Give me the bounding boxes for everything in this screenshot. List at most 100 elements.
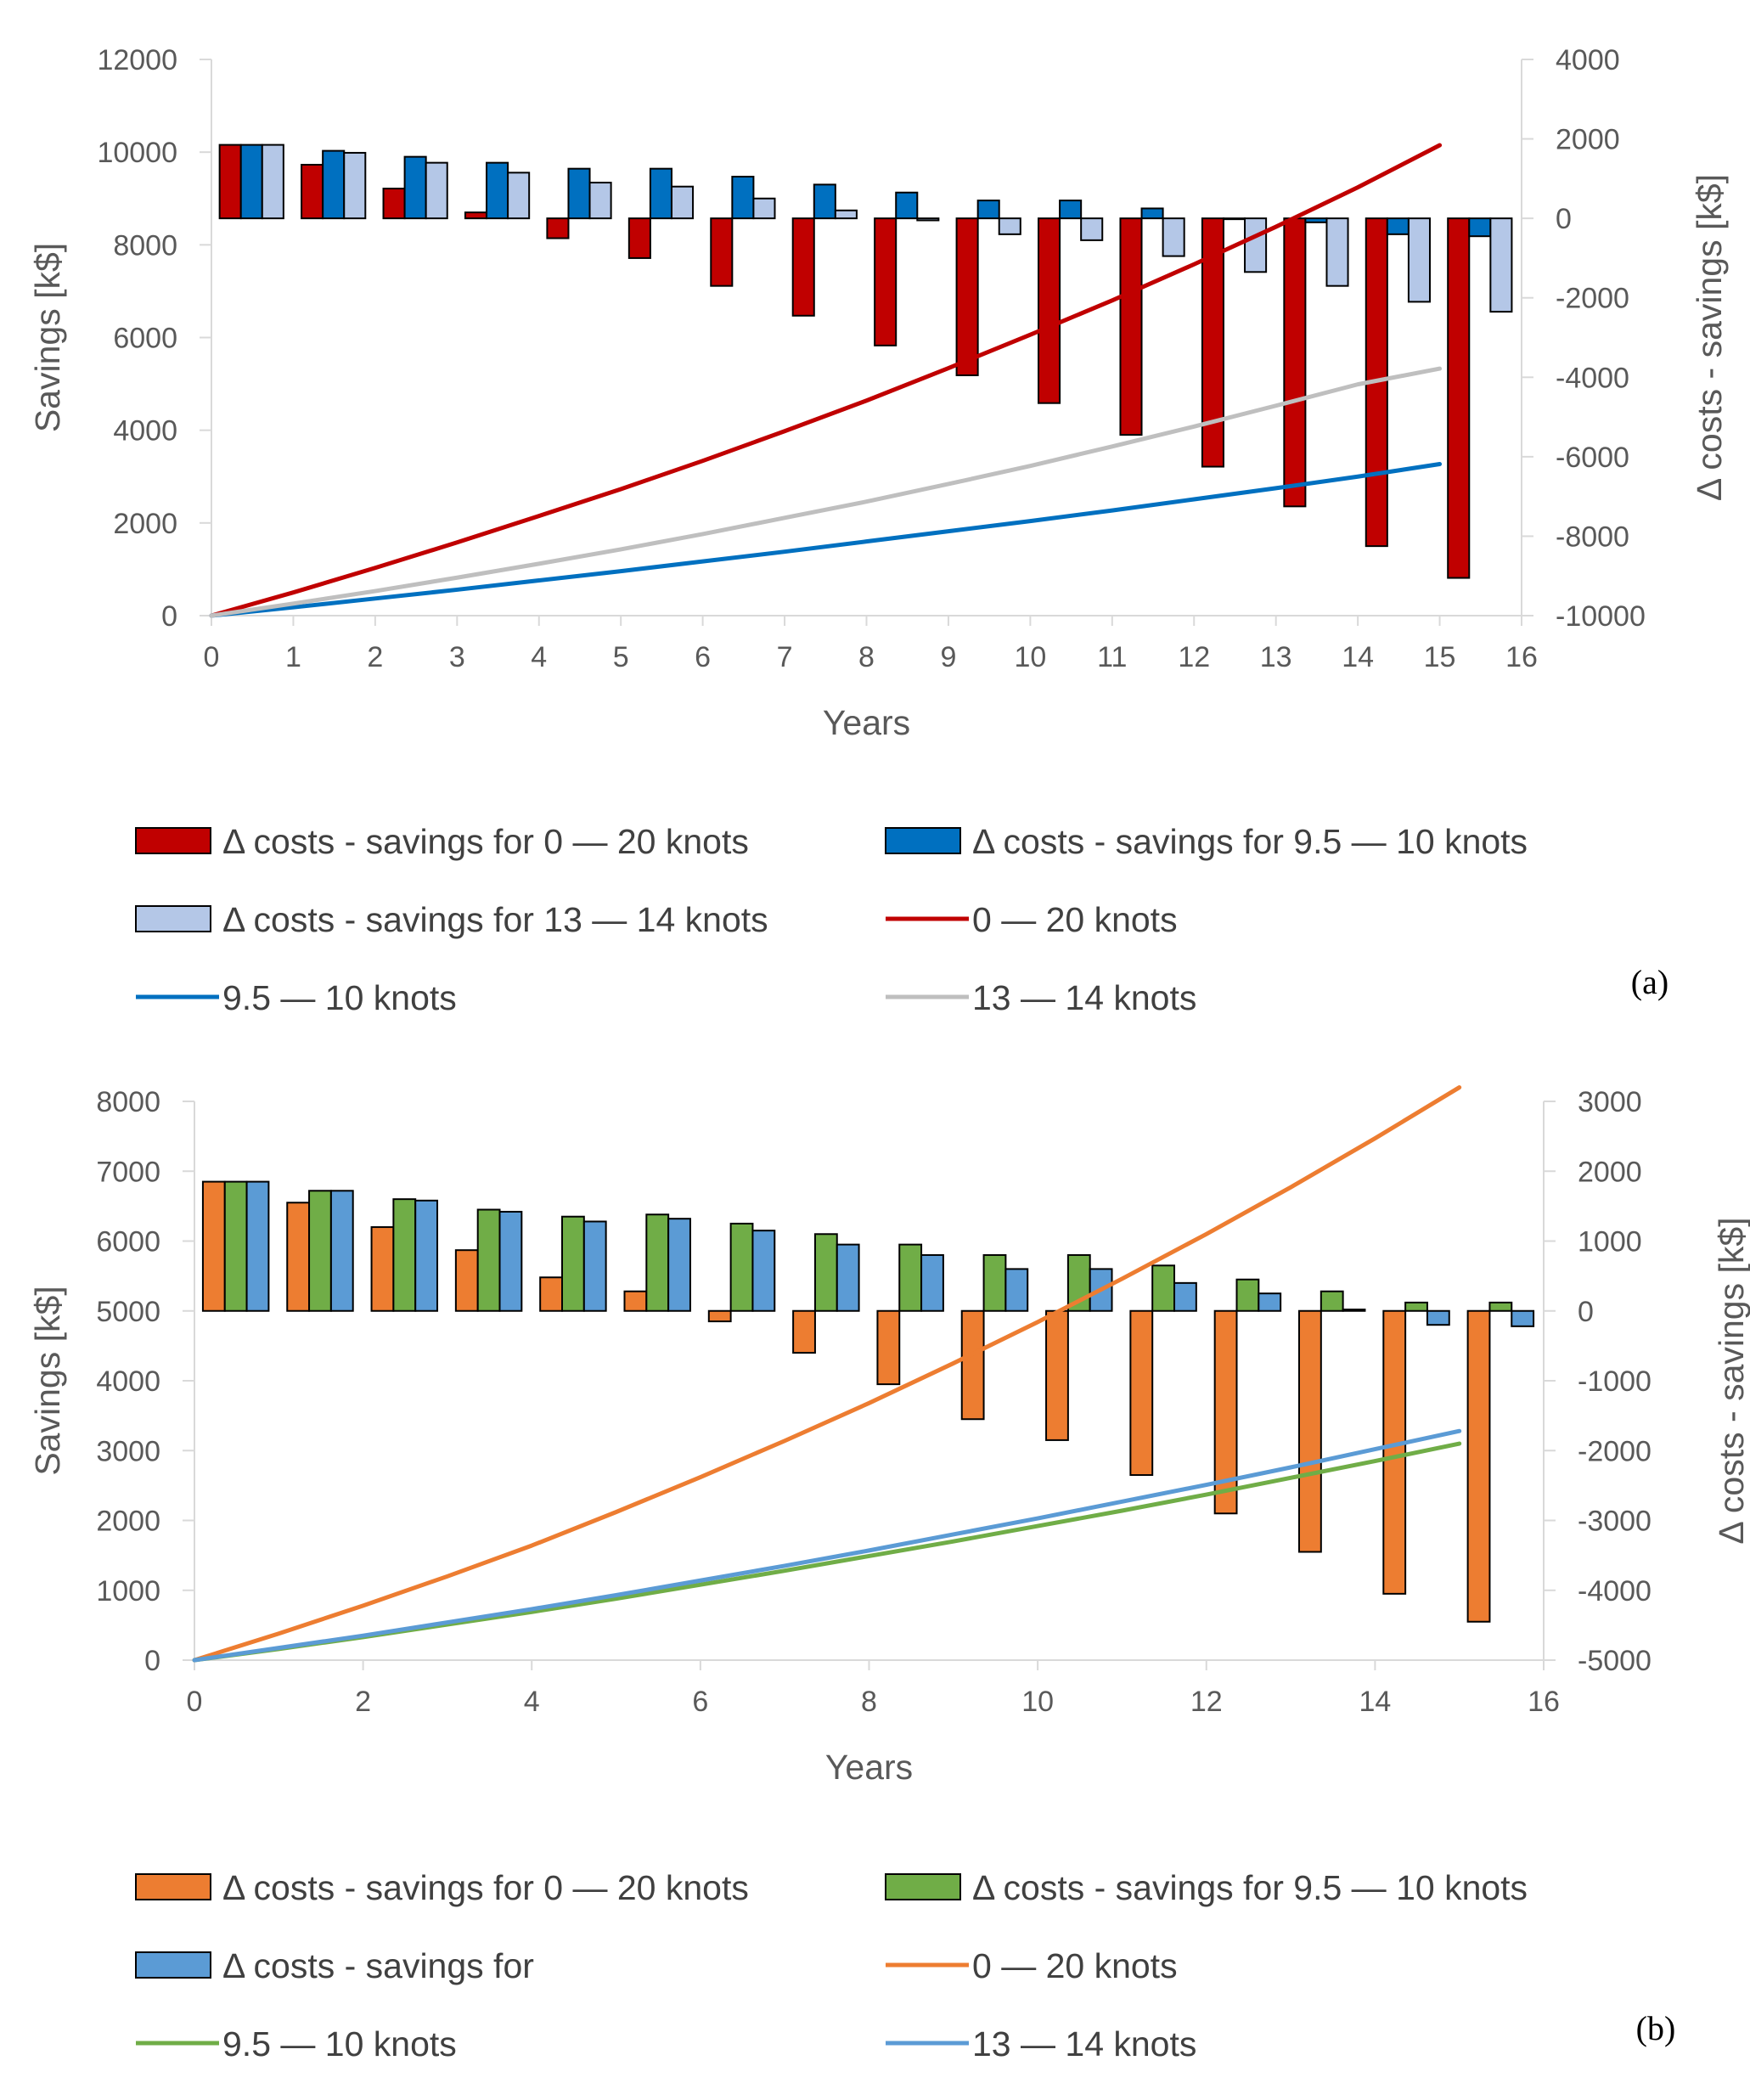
bar-2-year-4 xyxy=(561,1215,585,1312)
bar-1-year-6 xyxy=(707,1309,732,1323)
y2-tick-label: -2000 xyxy=(1556,283,1629,315)
bar-2-year-7 xyxy=(813,183,836,220)
x-tick-label: 14 xyxy=(1359,1686,1391,1718)
bar-1-year-2 xyxy=(382,188,406,220)
bar-1-year-6 xyxy=(710,217,734,287)
y-axis-title: Savings [k$] xyxy=(28,243,67,432)
bar-2-year-8 xyxy=(895,191,919,220)
bar-3-year-4 xyxy=(588,182,612,220)
bar-2-year-13 xyxy=(1304,217,1328,223)
x-tick-label: 10 xyxy=(1014,641,1046,673)
y2-axis-title: Δ costs - savings [k$] xyxy=(1690,174,1729,501)
line-series-1 xyxy=(209,143,1443,618)
bar-3-year-7 xyxy=(836,1243,860,1312)
x-tick-label: 8 xyxy=(858,641,875,673)
y-tick-label: 7000 xyxy=(96,1156,160,1188)
line-series-2 xyxy=(209,462,1443,618)
y-tick-label: 3000 xyxy=(96,1435,160,1467)
x-tick-label: 7 xyxy=(777,641,793,673)
legend-label-1: Δ costs - savings for 0 — 20 knots xyxy=(222,822,749,861)
bar-3-year-11 xyxy=(1162,217,1185,257)
bar-3-year-3 xyxy=(498,1210,523,1312)
x-tick-label: 13 xyxy=(1260,641,1292,673)
bar-1-year-2 xyxy=(370,1226,395,1312)
bar-3-year-13 xyxy=(1325,217,1349,287)
bar-1-year-8 xyxy=(876,1309,901,1386)
bar-1-year-10 xyxy=(1045,1309,1069,1441)
legend-label-6: 13 — 14 knots xyxy=(972,978,1196,1017)
y-tick-label: 0 xyxy=(144,1645,160,1677)
x-tick-label: 9 xyxy=(940,641,956,673)
bar-3-year-12 xyxy=(1244,217,1268,273)
bar-1-year-8 xyxy=(874,217,898,346)
legend-label-3: Δ costs - savings for 13 — 14 knots xyxy=(222,900,768,939)
bar-1-year-11 xyxy=(1119,217,1143,436)
bar-2-year-0 xyxy=(223,1180,248,1312)
x-tick-label: 16 xyxy=(1528,1686,1560,1718)
bar-2-year-7 xyxy=(813,1233,838,1312)
line-series-3 xyxy=(192,1428,1462,1663)
bar-1-year-3 xyxy=(454,1249,479,1312)
y-tick-label: 10000 xyxy=(97,137,177,169)
y2-tick-label: 2000 xyxy=(1556,124,1620,156)
y-tick-label: 5000 xyxy=(96,1296,160,1328)
bar-3-year-14 xyxy=(1407,217,1431,303)
bar-3-year-9 xyxy=(1004,1268,1029,1312)
x-tick-label: 15 xyxy=(1424,641,1456,673)
bar-2-year-10 xyxy=(1059,200,1083,220)
bar-2-year-4 xyxy=(567,167,591,220)
legend-label-2: Δ costs - savings for 9.5 — 10 knots xyxy=(972,1868,1528,1907)
legend-label-2: Δ costs - savings for 9.5 — 10 knots xyxy=(972,822,1528,861)
y-tick-label: 0 xyxy=(161,600,177,633)
y-tick-label: 2000 xyxy=(96,1506,160,1538)
bar-2-year-2 xyxy=(392,1198,417,1312)
bar-3-year-3 xyxy=(507,172,531,220)
legend-swatch-2 xyxy=(885,1873,961,1900)
bar-1-year-13 xyxy=(1297,1309,1322,1553)
y-tick-label: 12000 xyxy=(97,44,177,76)
legend-label-1: Δ costs - savings for 0 — 20 knots xyxy=(222,1868,749,1907)
x-tick-label: 16 xyxy=(1505,641,1538,673)
bar-2-year-0 xyxy=(239,144,263,220)
bar-3-year-15 xyxy=(1489,217,1513,313)
bar-1-year-7 xyxy=(792,1309,816,1354)
y-axis-title: Savings [k$] xyxy=(28,1286,67,1475)
x-tick-label: 0 xyxy=(187,1686,203,1718)
bar-3-year-11 xyxy=(1173,1281,1197,1312)
bar-3-year-13 xyxy=(1342,1309,1366,1312)
y2-tick-label: -4000 xyxy=(1556,362,1629,394)
y-tick-label: 4000 xyxy=(96,1365,160,1398)
bar-3-year-8 xyxy=(920,1253,944,1312)
y2-tick-label: -8000 xyxy=(1556,521,1629,553)
bar-1-year-13 xyxy=(1283,217,1307,508)
legend-swatch-1 xyxy=(135,1873,211,1900)
y-tick-label: 8000 xyxy=(96,1086,160,1118)
bar-2-year-1 xyxy=(308,1190,332,1312)
bar-1-year-10 xyxy=(1038,217,1061,404)
panel-b: 010002000300040005000600070008000-5000-4… xyxy=(28,1085,1750,2063)
y-tick-label: 6000 xyxy=(96,1226,160,1258)
bar-2-year-5 xyxy=(649,167,672,220)
y2-tick-label: 4000 xyxy=(1556,44,1620,76)
legend-label-6: 13 — 14 knots xyxy=(972,2024,1196,2063)
y2-tick-label: -2000 xyxy=(1578,1435,1652,1467)
bar-1-year-5 xyxy=(627,217,651,259)
y2-tick-label: -10000 xyxy=(1556,600,1646,633)
bar-1-year-9 xyxy=(955,217,979,376)
x-tick-label: 0 xyxy=(204,641,220,673)
bar-2-year-11 xyxy=(1140,207,1164,220)
bar-3-year-0 xyxy=(245,1180,270,1312)
bar-3-year-7 xyxy=(834,209,858,220)
x-tick-label: 6 xyxy=(692,1686,708,1718)
y-tick-label: 6000 xyxy=(113,323,177,355)
panel-label: (b) xyxy=(1636,2009,1676,2047)
bar-3-year-1 xyxy=(329,1190,354,1312)
bar-1-year-3 xyxy=(464,211,488,220)
x-tick-label: 6 xyxy=(695,641,711,673)
bar-1-year-4 xyxy=(539,1276,564,1312)
bar-2-year-8 xyxy=(898,1243,923,1312)
line-series-2 xyxy=(192,1441,1462,1663)
legend-label-4: 0 — 20 knots xyxy=(972,1946,1178,1985)
bar-2-year-15 xyxy=(1468,217,1492,238)
x-axis-title: Years xyxy=(823,703,910,742)
